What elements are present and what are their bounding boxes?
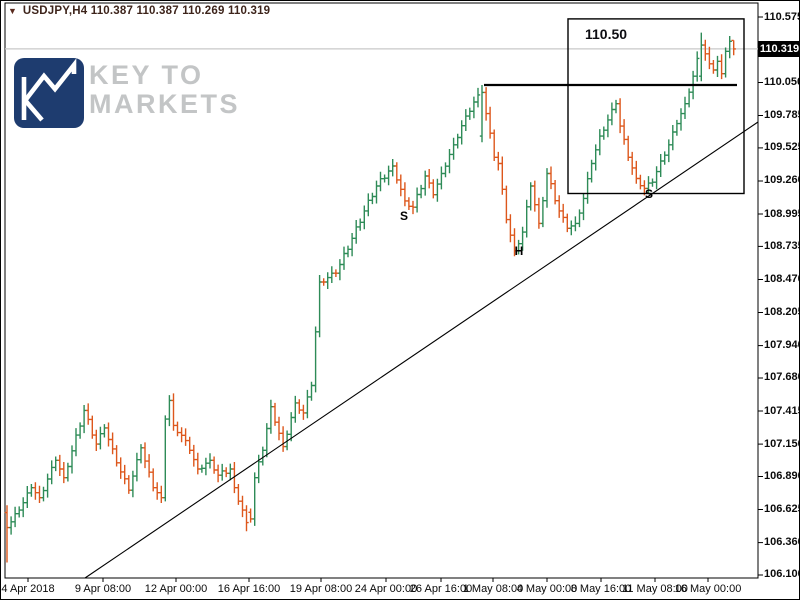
brand-logo: KEY TO MARKETS [14, 58, 240, 128]
chart-title: ▼ USDJPY,H4 110.387 110.387 110.269 110.… [8, 5, 270, 17]
pattern-label-shoulder1[interactable]: S [399, 209, 409, 223]
brand-line-2: MARKETS [89, 89, 240, 119]
symbol-ohlc-readout: USDJPY,H4 110.387 110.387 110.269 110.31… [22, 5, 271, 17]
down-bars [4, 39, 736, 563]
km-logo-icon [14, 58, 84, 128]
pattern-label-shoulder2[interactable]: S [644, 187, 654, 201]
rectangle-price-label[interactable]: 110.50 [585, 25, 628, 42]
brand-line-1: KEY TO [89, 60, 204, 90]
axis-tick-marks [27, 16, 763, 582]
current-price-badge: 110.319 [758, 40, 800, 57]
chart-objects[interactable] [84, 18, 759, 579]
symbol-marker-icon[interactable]: ▼ [8, 6, 17, 16]
trendline[interactable] [84, 121, 759, 579]
up-bars [8, 32, 732, 535]
pattern-label-head[interactable]: H [514, 244, 524, 258]
brand-name: KEY TO MARKETS [89, 58, 240, 119]
price-series [4, 32, 736, 563]
current-price-value: 110.319 [759, 42, 800, 55]
plot-border [4, 2, 759, 579]
rectangle-annotation[interactable] [567, 18, 745, 195]
